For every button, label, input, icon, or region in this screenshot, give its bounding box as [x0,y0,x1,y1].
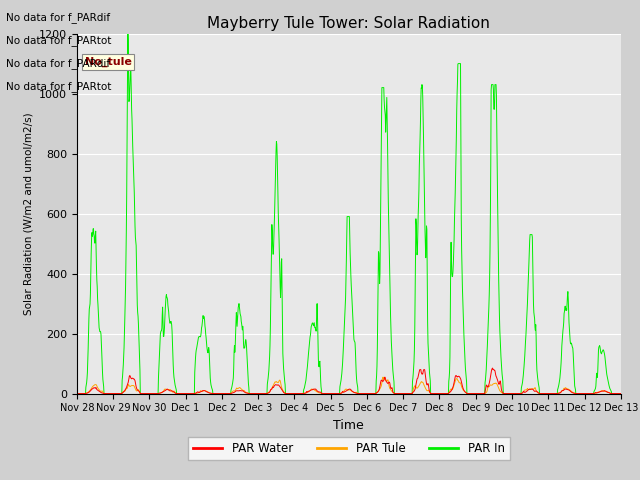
PAR Water [433,391,441,396]
PAR Water [180,391,188,396]
PAR In [73,391,81,396]
PAR In [195,336,202,342]
PAR In [505,391,513,396]
PAR Tule [73,391,81,396]
Line: PAR In: PAR In [77,28,621,394]
PAR Water [255,391,262,396]
PAR Water [553,391,561,396]
Text: No data for f_PARtot: No data for f_PARtot [6,35,112,46]
Line: PAR Water: PAR Water [77,368,621,394]
PAR Water [505,391,513,396]
PAR In [553,391,561,396]
PAR Water [489,365,497,371]
PAR Tule [505,391,513,396]
Line: PAR Tule: PAR Tule [77,377,621,394]
PAR In [434,391,442,396]
PAR Tule [434,391,442,396]
Title: Mayberry Tule Tower: Solar Radiation: Mayberry Tule Tower: Solar Radiation [207,16,490,31]
PAR Tule [379,374,387,380]
Legend: PAR Water, PAR Tule, PAR In: PAR Water, PAR Tule, PAR In [188,437,509,460]
PAR Tule [194,390,202,396]
Text: No data for f_PARtot: No data for f_PARtot [6,81,112,92]
Text: No data for f_PARdif: No data for f_PARdif [6,58,111,69]
Y-axis label: Solar Radiation (W/m2 and umol/m2/s): Solar Radiation (W/m2 and umol/m2/s) [24,112,33,315]
PAR Tule [255,391,262,396]
PAR Tule [180,391,188,396]
PAR In [181,391,189,396]
PAR Tule [553,391,561,396]
PAR Water [73,391,81,396]
PAR In [617,391,625,396]
PAR Water [194,389,202,395]
PAR In [255,391,263,396]
PAR Tule [617,391,625,396]
PAR In [124,25,132,31]
PAR Water [617,391,625,396]
Text: No data for f_PARdif: No data for f_PARdif [6,12,111,23]
Text: No_tule: No_tule [84,57,132,67]
X-axis label: Time: Time [333,419,364,432]
